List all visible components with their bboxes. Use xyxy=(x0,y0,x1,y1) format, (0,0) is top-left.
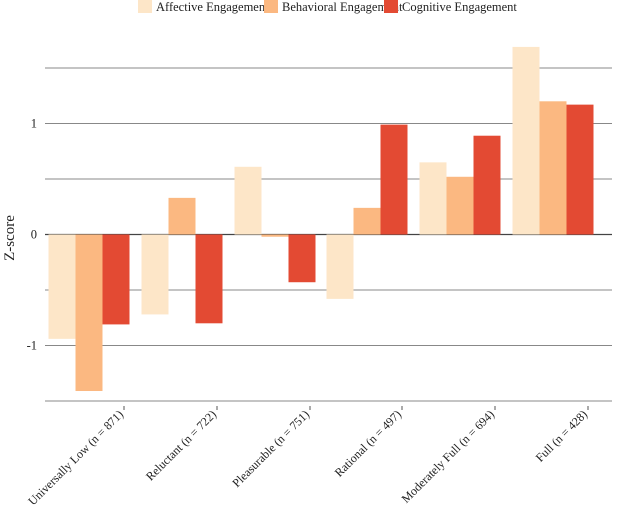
legend: Affective Engagement Behavioral Engagemen… xyxy=(138,0,517,14)
x-tick-label: Universally Low (n = 871) xyxy=(25,407,126,507)
bar xyxy=(419,162,447,235)
bars xyxy=(48,46,594,392)
bar xyxy=(539,101,567,235)
legend-label: Cognitive Engagement xyxy=(402,0,517,14)
bar xyxy=(234,166,262,235)
bar xyxy=(141,234,169,315)
bar xyxy=(473,135,501,235)
bar xyxy=(195,234,223,324)
bar xyxy=(446,176,474,235)
legend-label: Affective Engagement xyxy=(156,0,269,14)
legend-label: Behavioral Engagement xyxy=(282,0,403,14)
bar xyxy=(261,234,289,237)
y-axis-title: Z-score xyxy=(2,215,18,261)
y-tick-labels: 1 0 -1 xyxy=(27,117,37,353)
x-tick-labels: Universally Low (n = 871) Reluctant (n = … xyxy=(25,406,590,507)
legend-swatch xyxy=(384,0,398,13)
bar xyxy=(380,124,408,235)
y-tick-label: 1 xyxy=(31,117,37,131)
y-tick-label: -1 xyxy=(27,339,37,353)
bar xyxy=(566,104,594,235)
x-tick-label: Full (n = 428) xyxy=(533,407,590,464)
bar xyxy=(353,207,381,235)
bar xyxy=(168,197,196,235)
bar xyxy=(288,234,316,283)
y-tick-label: 0 xyxy=(31,228,37,242)
legend-swatch xyxy=(264,0,278,13)
x-tick-label: Moderately Full (n = 694) xyxy=(399,407,498,506)
bar xyxy=(102,234,130,325)
bar xyxy=(48,234,76,339)
x-tick-label: Rational (n = 497) xyxy=(332,407,404,479)
bar xyxy=(512,46,540,235)
x-tick-label: Pleasurable (n = 751) xyxy=(229,407,312,490)
legend-swatch xyxy=(138,0,152,13)
x-tick-label: Reluctant (n = 722) xyxy=(143,407,219,483)
bar xyxy=(75,234,103,392)
bar xyxy=(326,234,354,299)
